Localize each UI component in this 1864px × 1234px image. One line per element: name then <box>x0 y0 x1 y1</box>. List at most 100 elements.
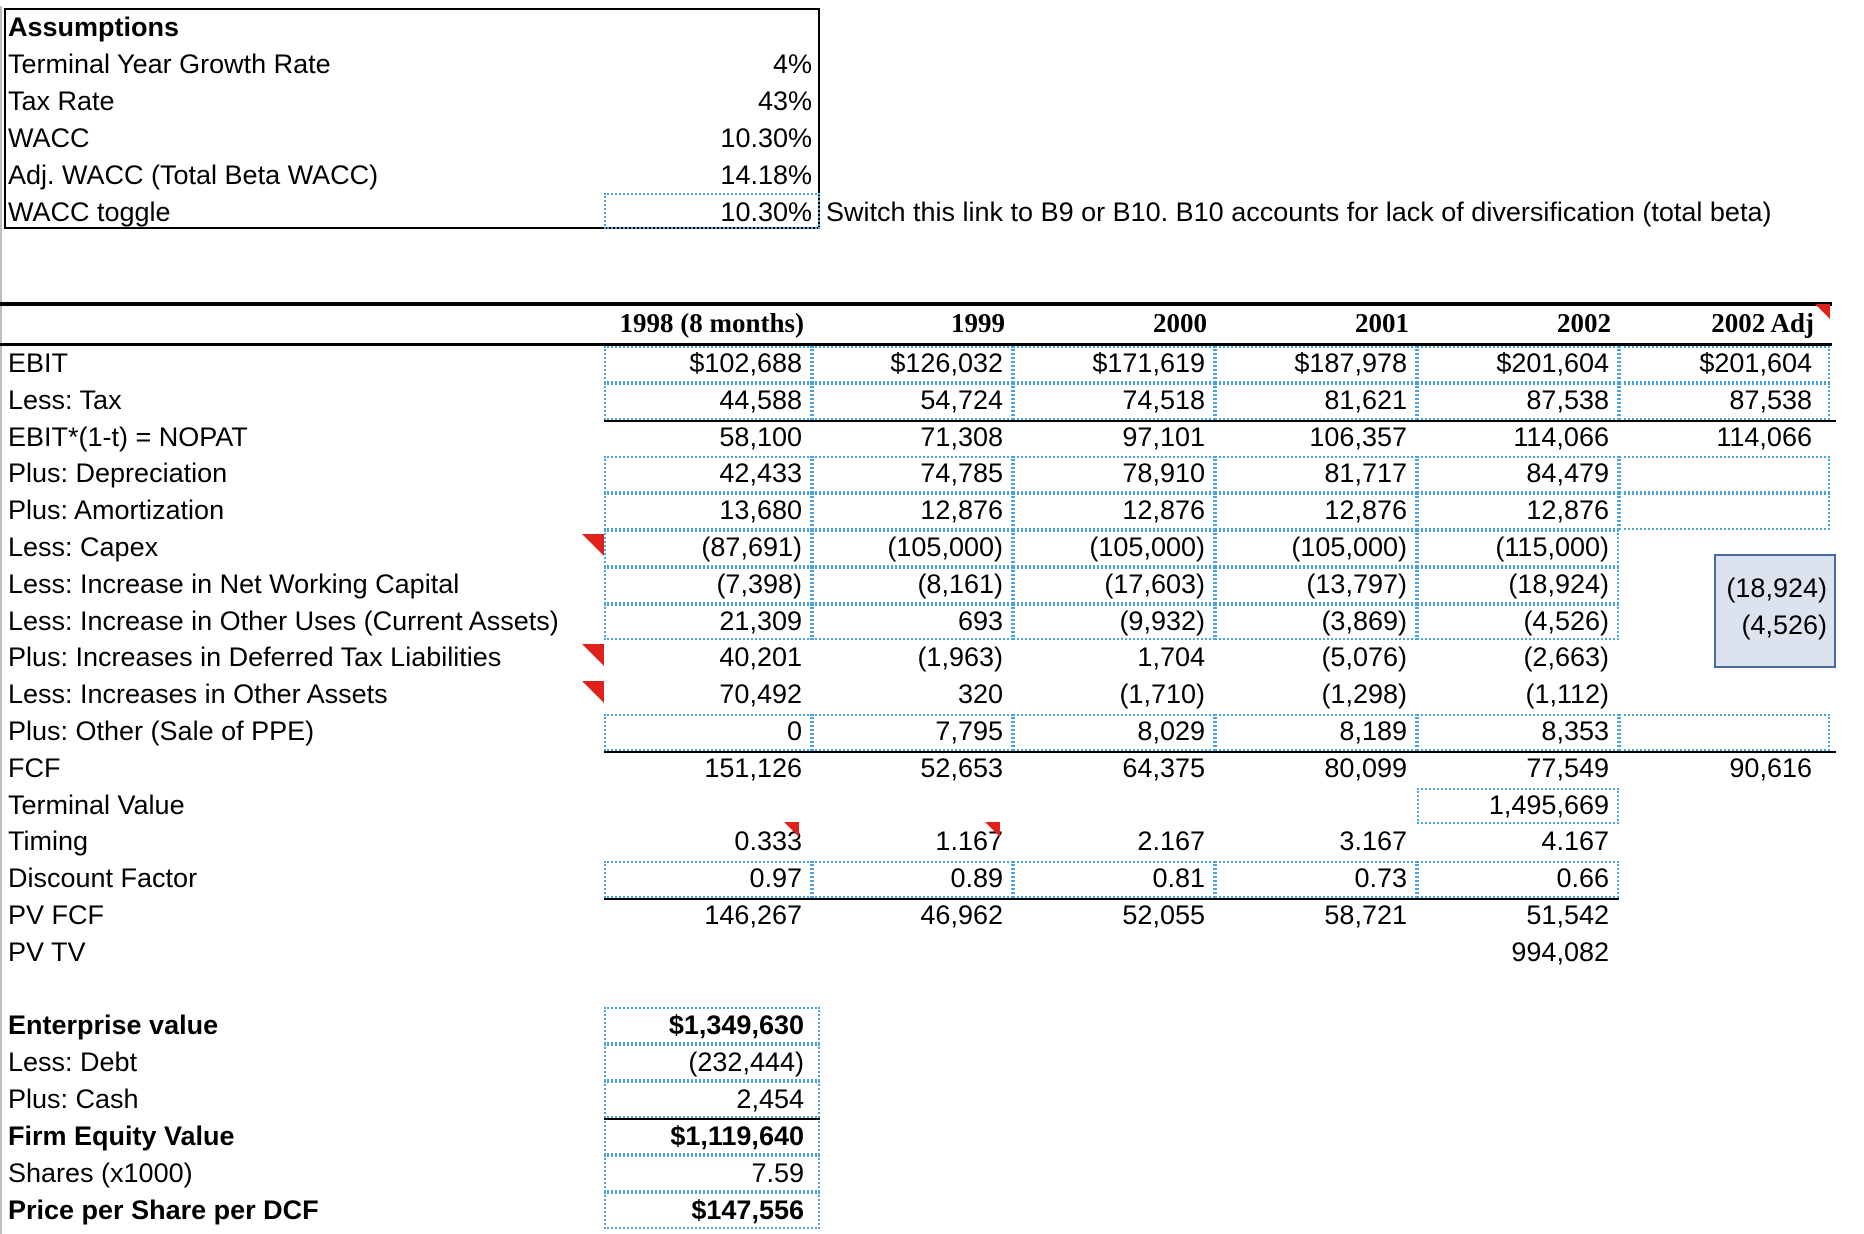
valuation-value[interactable]: (232,444) <box>688 1047 804 1077</box>
table-cell[interactable]: (5,076) <box>1321 642 1407 673</box>
table-cell[interactable]: 44,588 <box>719 384 802 415</box>
table-cell[interactable]: 90,616 <box>1729 752 1812 783</box>
table-cell[interactable]: $102,688 <box>689 348 802 378</box>
table-cell[interactable]: 114,066 <box>1716 421 1812 452</box>
table-cell[interactable]: (1,298) <box>1321 679 1407 710</box>
table-cell[interactable]: 8,029 <box>1137 716 1205 746</box>
table-cell[interactable]: 13,680 <box>719 495 802 526</box>
table-cell[interactable]: (9,932) <box>1119 605 1205 636</box>
table-cell[interactable]: 2.167 <box>1137 826 1205 857</box>
valuation-value[interactable]: $1,349,630 <box>668 1010 804 1040</box>
table-cell[interactable]: 78,910 <box>1122 458 1205 489</box>
table-cell[interactable]: 81,621 <box>1324 384 1407 415</box>
table-cell[interactable]: 74,785 <box>920 458 1003 489</box>
table-cell[interactable]: 1,495,669 <box>1488 789 1609 820</box>
table-cell[interactable]: 51,542 <box>1526 900 1609 930</box>
valuation-value[interactable]: 2,454 <box>736 1084 804 1114</box>
table-cell[interactable]: (87,691) <box>701 532 802 562</box>
table-cell[interactable]: 84,479 <box>1526 458 1609 489</box>
table-cell[interactable]: 21,309 <box>719 605 802 636</box>
table-cell[interactable]: 58,721 <box>1324 900 1407 930</box>
table-cell[interactable]: 12,876 <box>1526 495 1609 526</box>
table-cell[interactable]: (18,924) <box>1508 568 1609 599</box>
assumption-value-growth[interactable]: 4% <box>772 49 812 79</box>
table-cell[interactable]: 3.167 <box>1339 826 1407 857</box>
table-cell[interactable]: 80,099 <box>1324 752 1407 783</box>
assumption-value-adj-wacc[interactable]: 14.18% <box>720 160 812 190</box>
table-cell[interactable]: 7,795 <box>935 716 1003 746</box>
table-cell[interactable]: $126,032 <box>890 348 1003 378</box>
table-cell[interactable]: 87,538 <box>1526 384 1609 415</box>
adj-nwc-value[interactable]: (18,924) <box>1726 573 1827 603</box>
table-cell[interactable]: 52,055 <box>1122 900 1205 930</box>
table-cell[interactable]: 8,189 <box>1339 716 1407 746</box>
table-cell[interactable]: 146,267 <box>704 900 802 930</box>
adj-other-uses-value[interactable]: (4,526) <box>1741 610 1827 640</box>
input-cell-border <box>812 714 1013 751</box>
valuation-value[interactable]: 7.59 <box>751 1158 804 1188</box>
table-cell[interactable]: $171,619 <box>1092 348 1205 378</box>
table-cell[interactable]: $187,978 <box>1294 348 1407 378</box>
table-cell[interactable]: (3,869) <box>1321 605 1407 636</box>
table-cell[interactable]: 77,549 <box>1526 752 1609 783</box>
table-cell[interactable]: 97,101 <box>1122 421 1205 452</box>
assumption-value-wacc-toggle[interactable]: 10.30% <box>720 197 812 227</box>
row-label: Less: Increases in Other Assets <box>8 679 388 710</box>
table-cell[interactable]: 320 <box>957 679 1003 710</box>
table-cell[interactable]: 0.81 <box>1152 863 1205 894</box>
table-cell[interactable]: 0.89 <box>950 863 1003 894</box>
table-cell[interactable]: 54,724 <box>920 384 1003 415</box>
table-cell[interactable]: (4,526) <box>1523 605 1609 636</box>
table-cell[interactable]: 12,876 <box>1122 495 1205 526</box>
table-cell[interactable]: 0.97 <box>749 863 802 894</box>
table-cell[interactable]: (13,797) <box>1306 568 1407 599</box>
table-cell[interactable]: $201,604 <box>1699 348 1812 378</box>
table-cell[interactable]: (17,603) <box>1104 568 1205 599</box>
table-cell[interactable]: 42,433 <box>719 458 802 489</box>
table-cell[interactable]: (105,000) <box>1291 532 1407 562</box>
wacc-toggle-cell[interactable] <box>604 193 820 229</box>
table-cell[interactable]: 12,876 <box>1324 495 1407 526</box>
assumption-value-wacc[interactable]: 10.30% <box>720 123 812 153</box>
table-cell[interactable]: 46,962 <box>920 900 1003 930</box>
table-cell[interactable]: 1,704 <box>1137 642 1205 673</box>
table-cell[interactable]: 106,357 <box>1309 421 1407 452</box>
input-cell-border <box>1619 493 1830 530</box>
table-cell[interactable]: 0.66 <box>1556 863 1609 894</box>
table-cell[interactable]: 12,876 <box>920 495 1003 526</box>
table-cell[interactable]: 0 <box>786 716 802 746</box>
table-cell[interactable]: 693 <box>957 605 1003 636</box>
row-label: PV FCF <box>8 900 105 930</box>
table-cell[interactable]: 4.167 <box>1541 826 1609 857</box>
table-cell[interactable]: $201,604 <box>1496 348 1609 378</box>
table-cell[interactable]: 114,066 <box>1513 421 1609 452</box>
table-cell[interactable]: 87,538 <box>1729 384 1812 415</box>
table-cell[interactable]: 64,375 <box>1122 752 1205 783</box>
table-cell[interactable]: 0.73 <box>1354 863 1407 894</box>
table-cell[interactable]: 70,492 <box>719 679 802 710</box>
table-cell[interactable]: (105,000) <box>1089 532 1205 562</box>
table-cell[interactable]: 151,126 <box>704 752 802 783</box>
table-cell[interactable]: 81,717 <box>1324 458 1407 489</box>
table-cell[interactable]: (1,112) <box>1525 679 1609 710</box>
table-cell[interactable]: 71,308 <box>920 421 1003 452</box>
table-cell[interactable]: 74,518 <box>1122 384 1205 415</box>
table-cell[interactable]: (1,963) <box>917 642 1003 673</box>
valuation-cell-border <box>604 1081 820 1118</box>
table-cell[interactable]: 994,082 <box>1511 936 1609 967</box>
table-cell[interactable]: (2,663) <box>1523 642 1609 673</box>
table-cell[interactable]: (7,398) <box>716 568 802 599</box>
valuation-value[interactable]: $1,119,640 <box>670 1121 804 1151</box>
row-label: Plus: Increases in Deferred Tax Liabilit… <box>8 642 502 673</box>
valuation-value[interactable]: $147,556 <box>691 1195 804 1225</box>
table-cell[interactable]: (115,000) <box>1495 532 1609 562</box>
table-cell[interactable]: 52,653 <box>920 752 1003 783</box>
table-cell[interactable]: (1,710) <box>1119 679 1205 710</box>
table-cell[interactable]: (8,161) <box>917 568 1003 599</box>
table-cell[interactable]: 8,353 <box>1541 716 1609 746</box>
selected-range[interactable] <box>1714 554 1836 668</box>
table-cell[interactable]: 58,100 <box>719 421 802 452</box>
table-cell[interactable]: (105,000) <box>887 532 1003 562</box>
assumption-value-tax[interactable]: 43% <box>757 86 812 116</box>
table-cell[interactable]: 40,201 <box>719 642 802 673</box>
